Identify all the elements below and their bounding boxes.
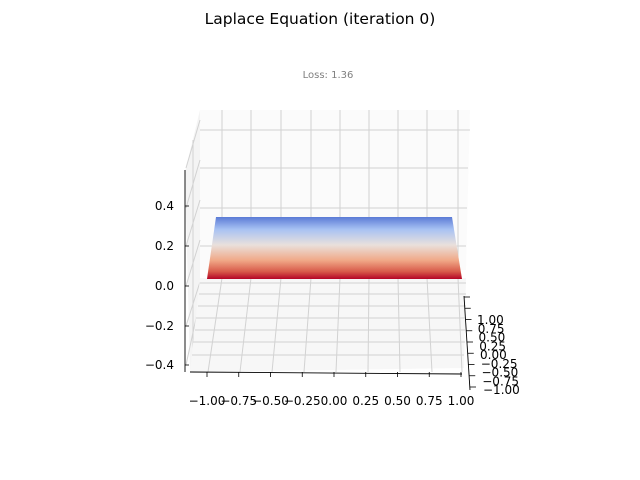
x-tick-label: 0.25 xyxy=(352,394,379,408)
x-tick-label: −0.50 xyxy=(252,394,289,408)
side-wall-grid xyxy=(185,110,201,372)
solution-surface xyxy=(207,217,462,279)
y-tick-label: 0.00 xyxy=(480,348,507,362)
y-tick-label: −0.25 xyxy=(481,357,518,371)
y-tick-label: −0.50 xyxy=(482,366,519,380)
floor-grid xyxy=(190,277,466,373)
y-tick-label: 1.00 xyxy=(477,313,504,327)
y-tick-label: −1.00 xyxy=(483,383,520,397)
x-tick-label: 0.00 xyxy=(321,394,348,408)
y-tick-label: 0.50 xyxy=(479,331,506,345)
y-tick-label: −0.75 xyxy=(482,374,519,388)
x-tick-label: −0.75 xyxy=(220,394,257,408)
x-tick-label: 0.50 xyxy=(384,394,411,408)
x-tick-label: −1.00 xyxy=(189,394,226,408)
z-tick-label: 0.2 xyxy=(155,239,174,253)
y-tick-label: 0.25 xyxy=(479,339,506,353)
x-tick-label: −0.25 xyxy=(284,394,321,408)
z-tick-label: −0.2 xyxy=(145,319,174,333)
y-axis-ticks: 1.000.750.500.250.00−0.25−0.50−0.75−1.00 xyxy=(464,296,520,397)
chart-title: Laplace Equation (iteration 0) xyxy=(205,10,436,28)
z-tick-label: 0.0 xyxy=(155,279,174,293)
z-axis-ticks: −0.4 −0.2 0.0 0.2 0.4 xyxy=(145,199,189,372)
y-tick-label: 0.75 xyxy=(478,322,505,336)
x-tick-label: 0.75 xyxy=(416,394,443,408)
chart-subtitle: Loss: 1.36 xyxy=(303,70,354,81)
x-tick-label: 1.00 xyxy=(448,394,475,408)
z-tick-label: 0.4 xyxy=(155,199,174,213)
x-axis-ticks: −1.00−0.75−0.50−0.25 0.00 0.25 0.50 0.75 1.00 xyxy=(189,372,475,408)
z-tick-label: −0.4 xyxy=(145,358,174,372)
axes-lines xyxy=(184,170,471,391)
